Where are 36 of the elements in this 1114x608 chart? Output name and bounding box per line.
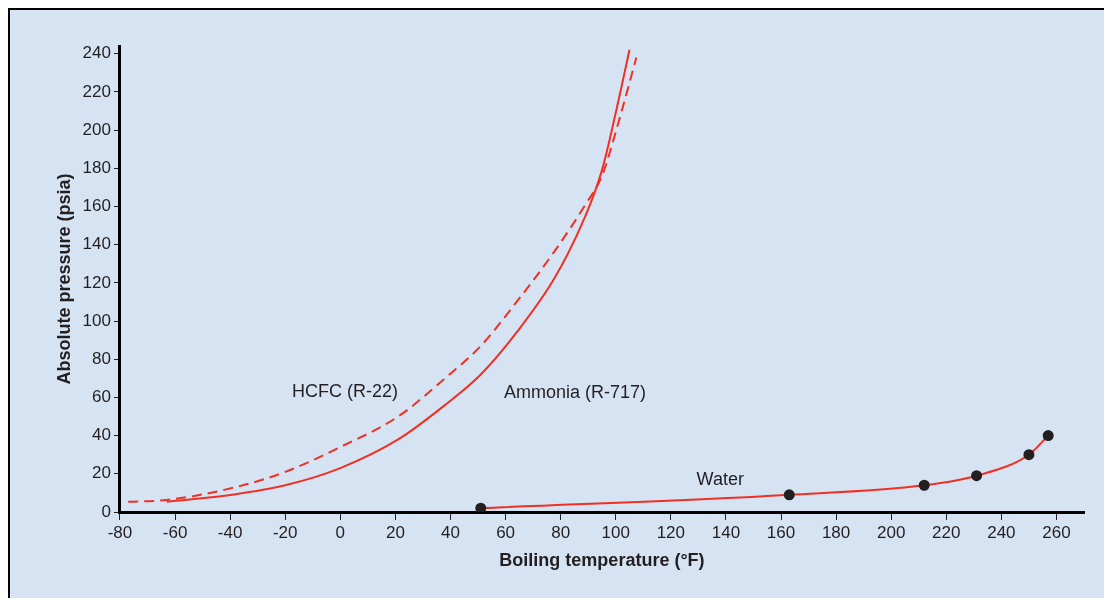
x-tick-label: 60 [496,522,516,542]
x-tick-label: -60 [162,522,188,542]
y-tick-label: 80 [92,348,111,368]
x-tick-label: 100 [601,522,630,542]
y-tick-label: 40 [92,425,111,445]
y-tick-label: 240 [82,43,111,63]
y-tick-label: 60 [92,387,111,407]
y-tick-label: 140 [82,234,111,254]
y-tick-label: 100 [82,310,111,330]
x-tick-label: 160 [766,522,796,542]
series-label: Water [696,468,744,489]
y-tick-label: 20 [92,463,111,483]
y-axis-title: Absolute pressure (psia) [53,173,74,385]
y-tick-label: 0 [101,501,111,521]
x-tick-label: 120 [656,522,686,542]
x-tick-label: 240 [987,522,1016,542]
x-tick-label: 200 [877,522,906,542]
y-tick-label: 120 [82,272,111,292]
series-label: Ammonia (R-717) [503,382,647,403]
x-tick-label: -40 [217,522,243,542]
y-tick-label: 200 [82,119,111,139]
x-tick-label: 220 [932,522,961,542]
x-tick-label: 180 [821,522,851,542]
y-tick-label: 180 [82,157,111,177]
x-tick-label: 0 [335,522,346,542]
series-label: HCFC (R-22) [291,381,398,402]
x-tick-label: -20 [272,522,298,542]
y-tick-label: 160 [82,196,111,216]
x-tick-label: 140 [711,522,741,542]
x-tick-label: 80 [551,522,571,542]
x-tick-label: 260 [1042,522,1071,542]
x-tick-label: 40 [441,522,460,542]
y-tick-label: 220 [82,81,111,101]
x-tick-label: -80 [107,522,133,542]
x-tick-label: 20 [385,522,405,542]
x-axis-title: Boiling temperature (°F) [499,550,705,571]
